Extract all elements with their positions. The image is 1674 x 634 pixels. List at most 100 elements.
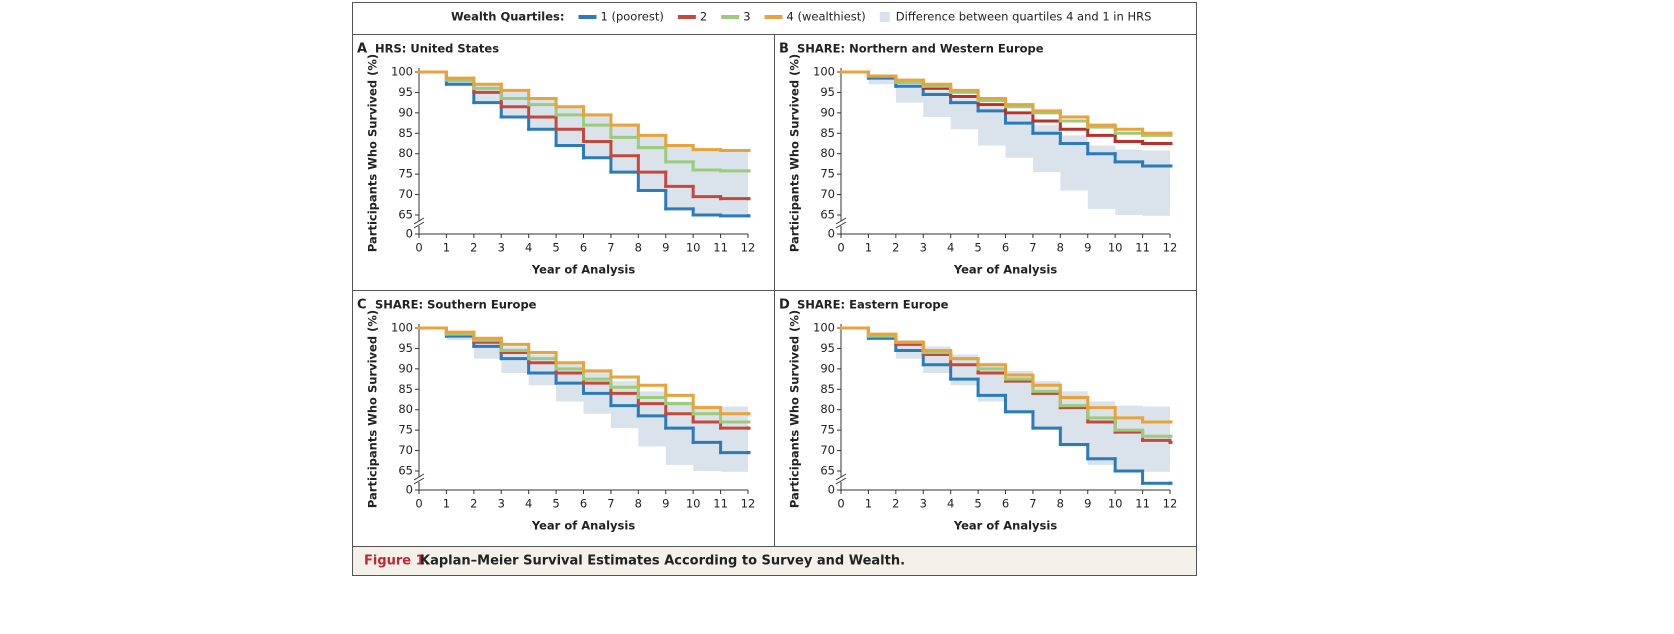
y-axis-label: Participants Who Survived (%) [366,54,380,252]
legend-label: 4 (wealthiest) [787,10,866,24]
y-tick-label: 95 [398,341,413,355]
x-tick-label: 6 [580,241,587,255]
y-tick-label: 100 [813,65,835,79]
panel-letter: A [357,42,367,57]
x-tick-label: 9 [1084,497,1091,511]
panel-title: SHARE: Southern Europe [375,298,537,312]
x-tick-label: 1 [443,497,450,511]
y-tick-label: 80 [398,402,413,416]
x-tick-label: 5 [974,241,981,255]
y-tick-label: 80 [820,402,835,416]
x-tick-label: 5 [974,497,981,511]
legend-label: 3 [743,10,750,24]
x-tick-label: 11 [1135,497,1150,511]
x-tick-label: 10 [686,497,701,511]
y-tick-label: 95 [820,85,835,99]
panel-letter: C [357,298,367,313]
y-tick-label: 0 [406,227,413,241]
legend-swatch [879,12,890,22]
panel-letter: B [779,42,789,57]
legend-title: Wealth Quartiles: [451,10,564,24]
axis-break [835,217,847,225]
legend: Wealth Quartiles: 1 (poorest) 2 3 4 (wealthi… [451,10,1151,24]
y-tick-label: 80 [820,146,835,160]
y-tick-label: 70 [398,187,413,201]
x-tick-label: 3 [498,497,505,511]
x-tick-label: 7 [1029,497,1036,511]
x-tick-label: 12 [1163,497,1178,511]
x-tick-label: 3 [498,241,505,255]
x-tick-label: 6 [580,497,587,511]
y-tick-label: 85 [398,382,413,396]
x-tick-label: 1 [865,241,872,255]
x-tick-label: 3 [920,241,927,255]
difference-area [841,72,1170,216]
x-axis-label: Year of Analysis [953,263,1057,277]
x-axis-label: Year of Analysis [531,519,635,533]
y-tick-label: 90 [820,105,835,119]
x-tick-label: 8 [1057,241,1064,255]
x-tick-label: 2 [892,497,899,511]
y-tick-label: 90 [398,361,413,375]
axis-break [413,477,425,485]
y-tick-label: 100 [391,321,413,335]
y-axis-label: Participants Who Survived (%) [366,310,380,508]
x-tick-label: 11 [1135,241,1150,255]
caption-bg [352,546,1197,576]
x-tick-label: 3 [920,497,927,511]
x-tick-label: 1 [443,241,450,255]
y-tick-label: 75 [398,423,413,437]
x-tick-label: 9 [662,241,669,255]
legend-label: 1 (poorest) [600,10,663,24]
panel-title: SHARE: Northern and Western Europe [797,42,1044,56]
x-tick-label: 8 [1057,497,1064,511]
axis-break [835,473,847,481]
legend-label: 2 [700,10,707,24]
x-tick-label: 4 [525,241,532,255]
x-tick-label: 4 [525,497,532,511]
y-tick-label: 85 [820,126,835,140]
panel-title: SHARE: Eastern Europe [797,298,949,312]
y-tick-label: 0 [828,483,835,497]
panel: B SHARE: Northern and Western Europe06570… [779,42,1177,277]
frame [352,2,1197,576]
x-tick-label: 2 [892,241,899,255]
x-tick-label: 4 [947,497,954,511]
x-tick-label: 0 [837,241,844,255]
y-tick-label: 0 [828,227,835,241]
panel: D SHARE: Eastern Europe065707580859095100… [779,298,1177,533]
x-tick-label: 8 [635,241,642,255]
caption-text: Kaplan–Meier Survival Estimates Accordin… [420,554,905,569]
y-tick-label: 0 [406,483,413,497]
y-tick-label: 65 [398,208,413,222]
y-tick-label: 70 [820,443,835,457]
x-tick-label: 9 [1084,241,1091,255]
y-tick-label: 75 [398,167,413,181]
y-axis-label: Participants Who Survived (%) [788,54,802,252]
y-tick-label: 80 [398,146,413,160]
x-tick-label: 9 [662,497,669,511]
x-tick-label: 0 [837,497,844,511]
y-tick-label: 95 [820,341,835,355]
x-tick-label: 0 [415,241,422,255]
x-tick-label: 7 [1029,241,1036,255]
y-tick-label: 70 [820,187,835,201]
x-tick-label: 12 [1163,241,1178,255]
legend-label: Difference between quartiles 4 and 1 in … [896,10,1152,24]
difference-area [419,328,748,472]
axis-break [413,473,425,481]
y-tick-label: 70 [398,443,413,457]
x-tick-label: 12 [741,241,756,255]
y-tick-label: 85 [398,126,413,140]
x-tick-label: 1 [865,497,872,511]
x-tick-label: 8 [635,497,642,511]
x-tick-label: 7 [607,241,614,255]
x-tick-label: 5 [552,497,559,511]
y-tick-label: 85 [820,382,835,396]
x-tick-label: 10 [1108,241,1123,255]
x-tick-label: 6 [1002,241,1009,255]
x-tick-label: 10 [1108,497,1123,511]
axis-break [835,477,847,485]
